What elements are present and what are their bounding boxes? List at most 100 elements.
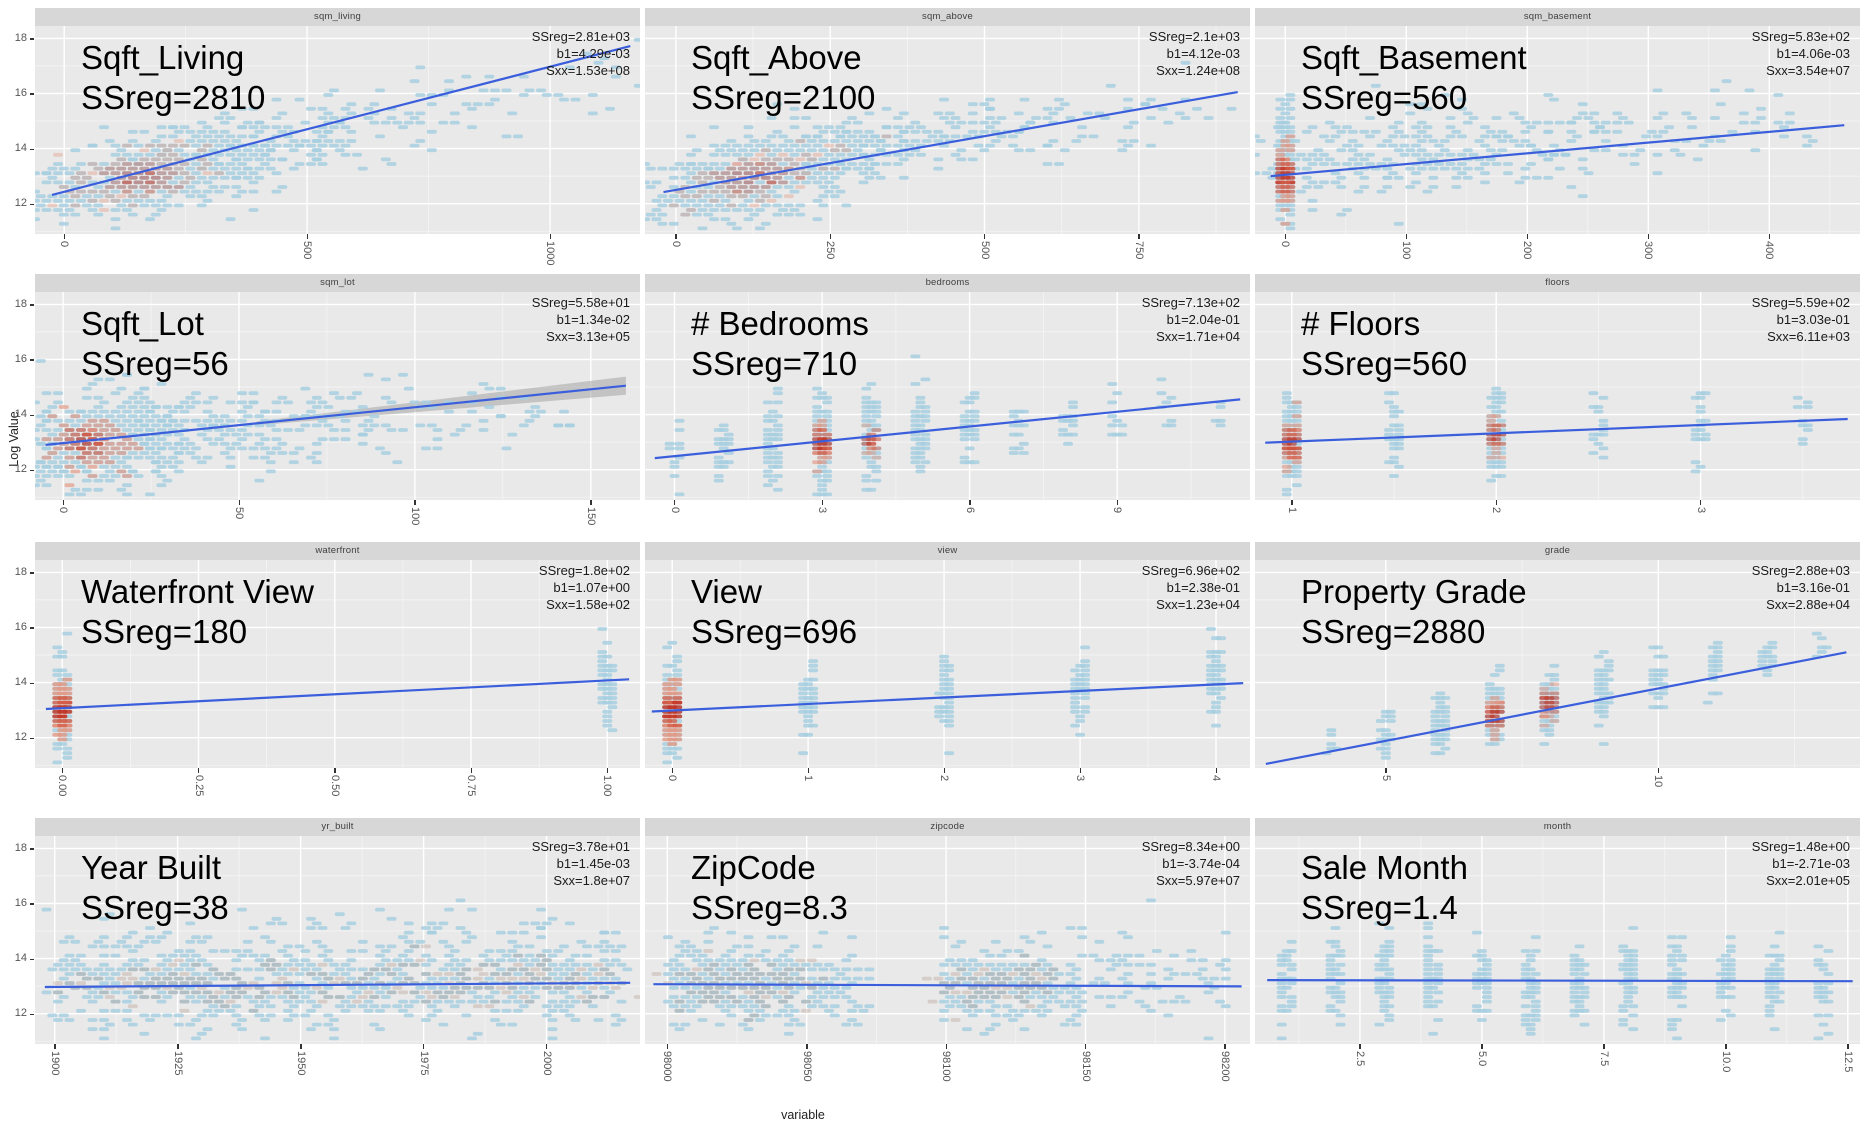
y-tick-mark [30,203,34,206]
x-tick-mark [1284,234,1287,239]
facet-panel-month: month Sale Month SSreg=1.4 SSreg=1.48e+00 … [1255,818,1860,1096]
x-tick-mark [238,500,240,505]
x-tick-label: 12.5 [1841,1051,1854,1073]
panel-stats: SSreg=1.8e+02 b1=1.07e+00 Sxx=1.58e+02 [538,563,630,612]
y-tick-mark [30,414,34,416]
strip-title-month: month [1255,818,1860,836]
x-axis-sqm_above: 0 250 500 750 [645,234,1250,274]
facet-panel-yr_built: yr_built Year Built SSreg=38 SSreg=3.78e+0… [35,818,640,1096]
x-tick-label: 1000 [544,241,557,266]
x-tick-mark [807,768,810,773]
x-tick-mark [63,234,66,239]
strip-title-grade: grade [1255,542,1860,560]
x-tick-label: 98200 [1218,1051,1231,1082]
y-tick-label: 12 [14,1007,27,1020]
x-tick-mark [1768,234,1771,239]
facet-panel-sqm_living: sqm_living Sqft_Living SSreg=2810 SSreg=2.… [35,8,640,274]
x-tick-mark [62,500,65,505]
y-tick-label: 16 [14,86,27,99]
y-tick-mark [30,93,34,95]
x-axis-waterfront: 0.00 0.25 0.50 0.75 1.00 [35,768,640,818]
x-tick-label: 400 [1763,241,1776,260]
panel-plot-sqm_above [645,26,1250,234]
x-tick-label: 0 [1279,241,1292,248]
x-tick-label: 0 [58,241,71,248]
panel-annotation: Sale Month SSreg=1.4 [1301,849,1468,927]
panel-plot-bedrooms [645,292,1250,500]
x-tick-label: 5 [1379,775,1392,782]
strip-title-yr_built: yr_built [35,818,640,836]
x-tick-label: 10 [1652,775,1665,788]
x-tick-label: 5.0 [1475,1051,1488,1067]
x-axis-zipcode: 98000 98050 98100 98150 98200 [645,1044,1250,1096]
x-tick-mark [1603,1044,1605,1049]
x-tick-mark [1647,234,1650,239]
x-axis-view: 0 1 2 3 4 [645,768,1250,818]
x-tick-mark [984,234,986,239]
y-tick-label: 12 [14,463,27,476]
facet-panel-sqm_lot: sqm_lot Sqft_Lot SSreg=56 SSreg=5.58e+01 b… [35,274,640,542]
x-tick-mark [606,768,609,773]
y-tick-label: 14 [14,952,27,965]
x-tick-mark [54,1044,56,1049]
facet-panel-sqm_above: sqm_above Sqft_Above SSreg=2100 SSreg=2.1e… [645,8,1250,274]
panel-annotation: Year Built SSreg=38 [81,849,229,927]
x-tick-label: 250 [824,241,837,260]
x-tick-label: 100 [408,507,421,526]
x-tick-mark [821,500,823,505]
facet-row-2: 18 16 14 12 sqm_lot Sqft_Lot SSreg=56 SSreg=5.… [0,274,1875,542]
x-tick-mark [1085,1044,1087,1049]
panel-stats: SSreg=8.34e+00 b1=-3.74e-04 Sxx=5.97e+07 [1141,839,1240,888]
panel-plot-sqm_basement [1255,26,1860,234]
x-tick-mark [1526,234,1529,239]
facet-row-1: 18 16 14 12 sqm_living Sqft_Living SSreg=2810… [0,8,1875,274]
x-tick-label: 9 [1111,507,1124,514]
strip-title-sqm_above: sqm_above [645,8,1250,26]
x-tick-label: 0.25 [192,775,205,797]
x-tick-mark [675,234,677,239]
panel-plot-sqm_lot [35,292,640,500]
y-tick-label: 14 [14,676,27,689]
panel-annotation: # Bedrooms SSreg=710 [691,305,869,383]
panel-plot-view [645,560,1250,768]
y-tick-mark [30,682,34,684]
x-tick-mark [414,500,416,505]
panel-annotation: Sqft_Living SSreg=2810 [81,39,266,117]
y-tick-label: 16 [14,896,27,909]
panel-annotation: Sqft_Basement SSreg=560 [1301,39,1527,117]
x-tick-mark [198,768,200,773]
x-tick-label: 1.00 [601,775,614,797]
y-tick-mark [30,627,34,629]
x-tick-mark [829,234,832,239]
panel-plot-yr_built [35,836,640,1044]
facet-row-4: 18 16 14 12 yr_built Year Built SSreg=38 SSreg… [0,818,1875,1096]
y-tick-label: 18 [14,297,27,310]
panel-plot-grade [1255,560,1860,768]
y-tick-mark [30,469,34,472]
x-axis-sqm_lot: 0 50 100 150 [35,500,640,542]
x-axis-bedrooms: 0 3 6 9 [645,500,1250,542]
x-tick-mark [306,234,309,239]
x-axis-sqm_basement: 0 100 200 300 400 [1255,234,1860,274]
facet-grid: 18 16 14 12 sqm_living Sqft_Living SSreg=2810… [0,8,1875,1096]
y-axis-ticks-row-4: 18 16 14 12 [0,818,35,1044]
x-tick-label: 98100 [940,1051,953,1082]
x-axis-sqm_living: 0 500 1000 [35,234,640,274]
x-tick-mark [590,500,592,505]
x-tick-mark [666,1044,669,1049]
x-tick-mark [1847,1044,1849,1049]
y-tick-mark [30,572,34,574]
x-tick-mark [1291,500,1293,505]
y-axis-ticks-row-3: 18 16 14 12 [0,542,35,768]
y-tick-label: 12 [14,731,27,744]
panel-plot-zipcode [645,836,1250,1044]
x-tick-mark [549,234,551,239]
x-tick-label: 4 [1210,775,1222,782]
y-tick-mark [30,848,34,850]
facet-panel-waterfront: waterfront Waterfront View SSreg=180 SSreg… [35,542,640,818]
facet-panel-sqm_basement: sqm_basement Sqft_Basement SSreg=560 SSreg… [1255,8,1860,274]
x-tick-label: 2 [1490,507,1503,514]
strip-title-sqm_lot: sqm_lot [35,274,640,292]
x-axis-floors: 1 2 3 [1255,500,1860,542]
panel-annotation: Waterfront View SSreg=180 [81,573,314,651]
